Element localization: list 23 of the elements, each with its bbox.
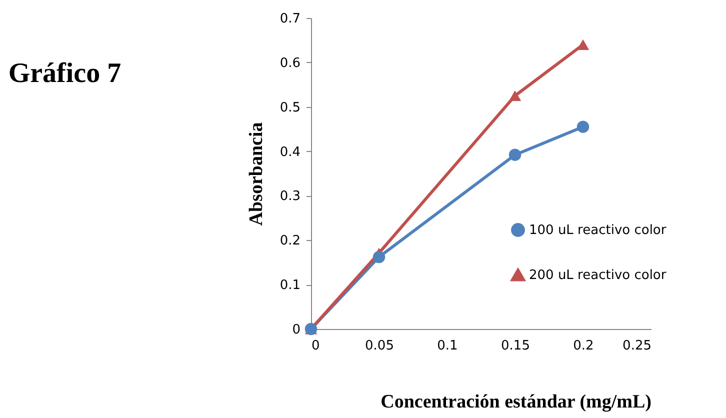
x-tick-label: 0 [312, 338, 320, 354]
y-tick-label: 0.2 [280, 234, 300, 249]
x-tick-label: 0.2 [573, 338, 594, 354]
x-tick-label: 0.1 [437, 338, 458, 354]
y-tick-label: 0.5 [280, 100, 300, 116]
text: Gráfico 7 [8, 58, 122, 89]
y-tick-label: 0.4 [280, 144, 300, 160]
y-tick-label: 0.1 [280, 278, 300, 294]
y-tick-label: 0.7 [280, 12, 300, 26]
y-axis-title: Absorbancia [246, 122, 267, 226]
x-axis-title: Concentración estándar (mg/mL) [380, 392, 652, 412]
legend-label: 100 uL reactivo color [529, 223, 667, 238]
x-tick-label: 0.25 [622, 338, 652, 354]
x-tick-label: 0.05 [365, 338, 394, 354]
point [372, 250, 386, 264]
point [576, 120, 590, 133]
y-tick-label: 0 [292, 322, 300, 338]
point [508, 90, 522, 102]
y-tick-label: 0.6 [280, 56, 300, 71]
legend-label: 200 uL reactivo color [529, 268, 667, 283]
x-tick-label: 0.15 [501, 338, 530, 354]
point [508, 148, 522, 161]
y-tick-label: 0.3 [280, 189, 300, 204]
